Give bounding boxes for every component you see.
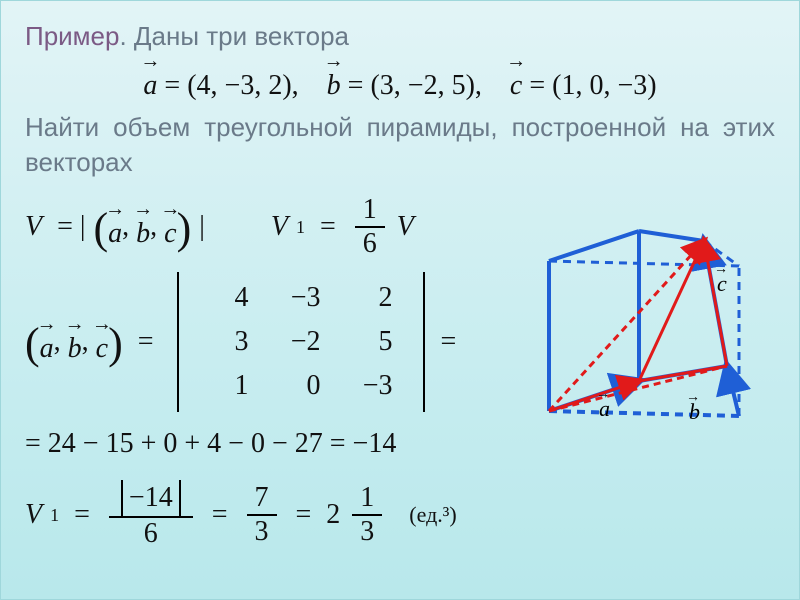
vec-a-tuple: (4, −3, 2), <box>187 70 298 101</box>
vec-c-name: c <box>510 56 522 102</box>
final-result: V1 = −14 6 = 7 3 = 2 1 3 (ед.³) <box>25 480 775 550</box>
svg-text:→: → <box>686 390 700 405</box>
vec-b-name: b <box>327 56 341 102</box>
svg-text:→: → <box>714 262 728 277</box>
given-vectors: a = (4, −3, 2), b = (3, −2, 5), c = (1, … <box>25 56 775 102</box>
V1-den: 6 <box>355 228 385 260</box>
V-sym: V <box>25 211 42 243</box>
V1-num: 1 <box>355 194 385 228</box>
title-rest: . Даны три вектора <box>119 21 349 51</box>
determinant-matrix: 4−32 3−25 10−3 <box>177 272 425 412</box>
diagram: a → b → c → <box>479 221 769 441</box>
vec-a-name: a <box>143 56 157 102</box>
slide: Пример. Даны три вектора a = (4, −3, 2),… <box>0 0 800 600</box>
diagram-svg: a → b → c → <box>479 221 769 441</box>
vec-c-tuple: (1, 0, −3) <box>552 70 656 101</box>
vec-b-tuple: (3, −2, 5), <box>370 70 481 101</box>
V1-sym: V <box>271 211 288 243</box>
V1-sub: 1 <box>296 217 305 238</box>
title-accent: Пример <box>25 21 119 51</box>
svg-text:→: → <box>596 387 610 402</box>
title-line: Пример. Даны три вектора <box>25 19 775 54</box>
V1-rhs: V <box>397 211 414 243</box>
task-line: Найти объем треугольной пирамиды, постро… <box>25 110 775 180</box>
